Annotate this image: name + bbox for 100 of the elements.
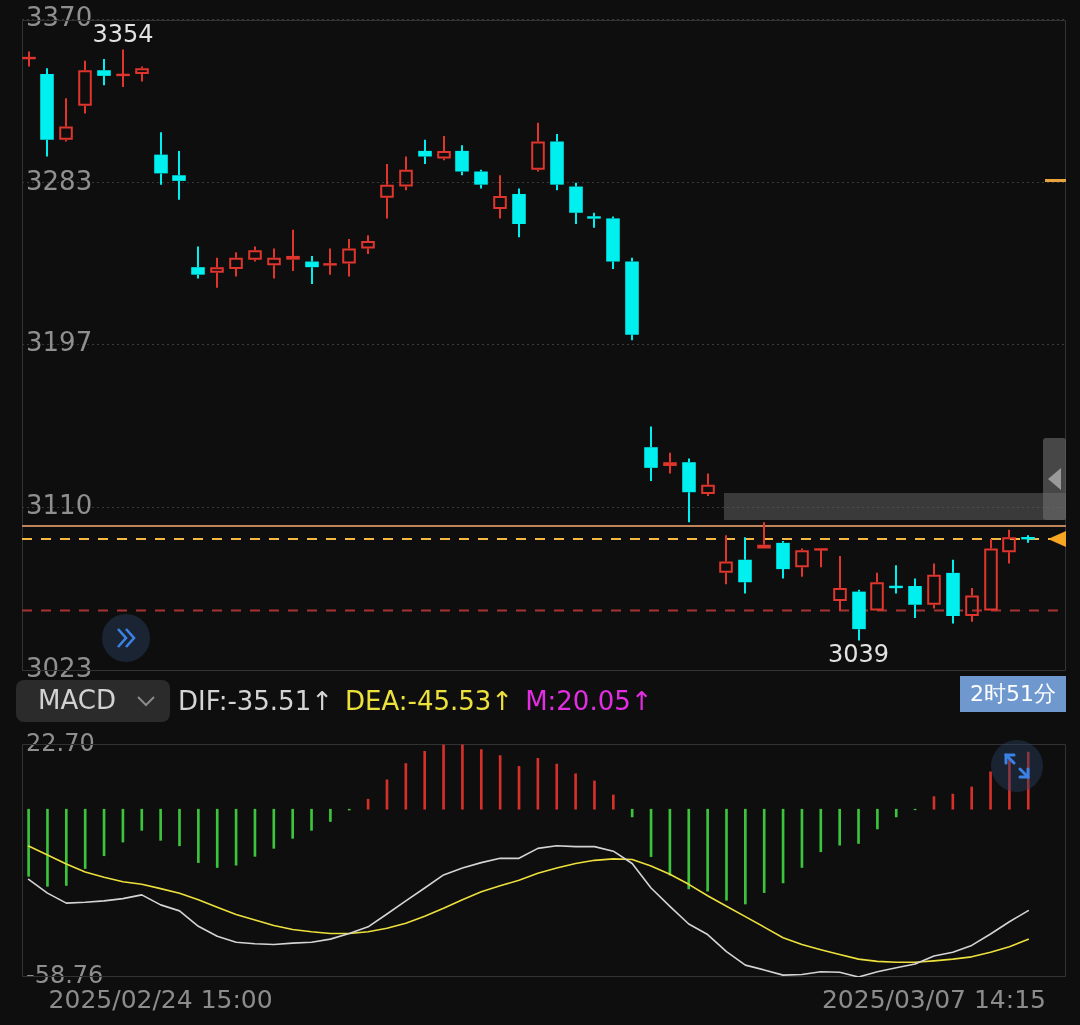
candlestick — [833, 554, 847, 612]
bar — [611, 794, 615, 810]
bar — [329, 808, 332, 822]
bar — [762, 808, 766, 893]
candlestick — [908, 577, 922, 619]
bar — [65, 808, 68, 886]
candlestick — [701, 472, 715, 497]
candlestick — [1002, 528, 1016, 565]
candlestick — [342, 238, 356, 278]
bar — [215, 808, 219, 868]
candlestick — [78, 59, 92, 115]
annotation: 3039 — [827, 639, 890, 668]
candlestick — [229, 251, 243, 278]
candlestick — [286, 228, 300, 272]
bar — [159, 808, 162, 841]
bar — [593, 780, 596, 810]
candlestick — [172, 149, 186, 201]
candlestick — [474, 168, 488, 190]
bar — [555, 763, 559, 810]
bar — [46, 808, 49, 887]
y-tick-label: 3110 — [26, 489, 93, 520]
candlestick — [587, 211, 601, 229]
bar — [894, 808, 898, 818]
candlestick — [814, 548, 828, 569]
candlestick — [361, 234, 375, 256]
candlestick — [531, 121, 545, 173]
candlestick — [795, 547, 809, 578]
bar — [27, 808, 30, 877]
y-tick-label: 3197 — [26, 326, 93, 357]
candlestick — [719, 534, 733, 586]
bar — [819, 808, 823, 853]
y-tick-label: 3283 — [26, 165, 93, 196]
bar — [442, 744, 445, 810]
candlestick — [852, 588, 866, 642]
candlestick — [625, 256, 639, 342]
bar — [272, 808, 276, 849]
bar — [461, 744, 464, 810]
candlestick — [927, 562, 941, 610]
bar — [989, 771, 992, 810]
candlestick — [644, 425, 658, 482]
candlestick — [418, 138, 432, 166]
candlestick — [550, 133, 564, 192]
candlestick — [776, 539, 790, 580]
y-tick-label: 3370 — [26, 2, 93, 33]
bar — [725, 808, 728, 901]
bar — [857, 808, 860, 844]
candlestick — [437, 134, 451, 162]
series-label: M:20.05↑ — [525, 686, 653, 716]
bar — [744, 808, 747, 905]
bar — [951, 793, 955, 810]
candlestick — [191, 245, 205, 280]
candlestick — [59, 97, 73, 143]
bar — [838, 808, 841, 846]
bar — [687, 808, 691, 890]
bar — [310, 808, 313, 831]
bar — [574, 773, 577, 810]
candlestick — [682, 457, 696, 524]
candlestick — [210, 256, 224, 289]
bar — [970, 786, 974, 810]
x-tick-label: 2025/02/24 15:00 — [48, 984, 273, 1014]
candlestick — [380, 163, 394, 220]
candlestick — [97, 57, 111, 87]
bar — [197, 808, 200, 863]
annotation: 3354 — [92, 19, 154, 48]
candlestick — [757, 521, 771, 549]
bar — [706, 808, 709, 892]
bar — [1008, 758, 1011, 810]
candlestick — [323, 247, 337, 276]
candlestick — [870, 571, 884, 611]
y-tick-label: 22.70 — [26, 728, 95, 757]
candlestick — [569, 181, 583, 226]
candlestick — [512, 187, 526, 239]
x-tick-label: 2025/03/07 14:15 — [821, 984, 1047, 1014]
bar — [630, 808, 634, 818]
candlestick — [248, 245, 262, 263]
candlestick — [493, 174, 507, 220]
candlestick — [738, 536, 752, 595]
bar — [140, 808, 144, 831]
text: DIF:-35.51↑ — [178, 686, 333, 716]
bar — [479, 749, 483, 810]
candlestick — [946, 558, 960, 625]
candlestick — [455, 144, 469, 177]
candlestick — [135, 65, 149, 83]
chart-title: MACD — [38, 685, 116, 717]
bar — [291, 808, 294, 839]
text: DEA:-45.53↑ — [344, 686, 514, 716]
bar — [423, 750, 427, 810]
dropdown-box: MACD — [16, 680, 170, 722]
candlestick — [663, 451, 677, 475]
candlestick — [305, 254, 319, 286]
candlestick — [267, 247, 281, 280]
candlestick — [965, 586, 979, 623]
bar — [83, 808, 87, 869]
bar — [178, 808, 181, 847]
candlestick — [984, 538, 998, 611]
candlestick — [399, 155, 413, 192]
text: 2时51分 — [960, 676, 1066, 712]
bar — [876, 808, 879, 830]
candlestick — [40, 67, 54, 158]
candlestick — [154, 131, 168, 186]
